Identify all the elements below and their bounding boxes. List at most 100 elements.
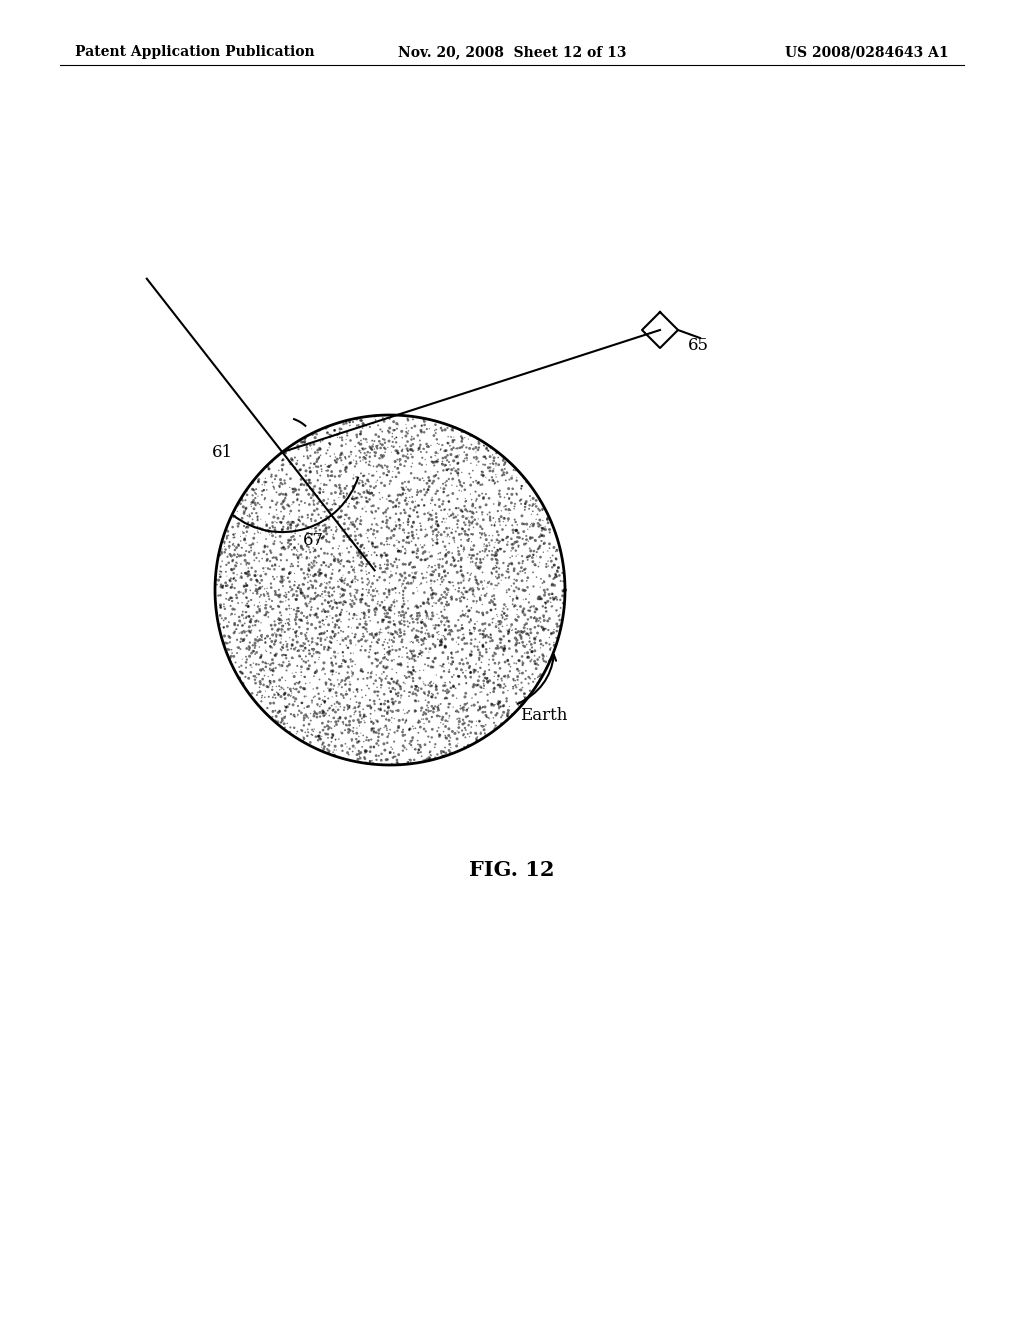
Point <box>501 622 517 643</box>
Point <box>341 696 357 717</box>
Point <box>505 676 521 697</box>
Point <box>317 704 334 725</box>
Point <box>462 622 478 643</box>
Point <box>276 470 293 491</box>
Point <box>409 620 425 642</box>
Point <box>386 649 402 671</box>
Point <box>333 465 349 486</box>
Point <box>254 686 270 708</box>
Point <box>516 513 532 535</box>
Point <box>387 682 403 704</box>
Point <box>224 574 241 595</box>
Point <box>301 548 317 569</box>
Point <box>458 508 474 529</box>
Point <box>237 612 253 634</box>
Point <box>392 626 409 647</box>
Point <box>440 582 457 603</box>
Point <box>488 442 505 463</box>
Point <box>309 462 326 483</box>
Point <box>464 545 480 566</box>
Point <box>525 540 542 561</box>
Point <box>369 544 385 565</box>
Point <box>512 561 528 582</box>
Point <box>510 661 526 682</box>
Point <box>366 524 382 545</box>
Point <box>454 475 470 496</box>
Point <box>327 420 343 441</box>
Point <box>516 558 532 579</box>
Point <box>415 467 431 488</box>
Point <box>328 615 344 636</box>
Point <box>288 723 304 744</box>
Point <box>301 494 317 515</box>
Point <box>309 499 326 520</box>
Point <box>355 475 372 496</box>
Point <box>441 623 458 644</box>
Point <box>393 631 410 652</box>
Point <box>465 438 481 459</box>
Point <box>346 515 362 536</box>
Point <box>427 422 443 444</box>
Point <box>403 516 420 537</box>
Point <box>314 430 331 451</box>
Point <box>411 722 427 743</box>
Point <box>275 516 292 537</box>
Point <box>398 739 415 760</box>
Point <box>435 676 452 697</box>
Point <box>287 537 303 558</box>
Point <box>438 508 455 529</box>
Point <box>443 459 460 480</box>
Point <box>357 741 374 762</box>
Point <box>227 523 244 544</box>
Point <box>388 640 404 661</box>
Point <box>276 498 293 519</box>
Point <box>499 609 515 630</box>
Point <box>310 585 327 606</box>
Point <box>410 730 426 751</box>
Point <box>358 741 375 762</box>
Point <box>382 742 398 763</box>
Point <box>502 619 518 640</box>
Point <box>497 638 513 659</box>
Point <box>349 681 366 702</box>
Point <box>450 438 466 459</box>
Point <box>257 511 273 532</box>
Point <box>281 619 297 640</box>
Point <box>334 520 350 541</box>
Point <box>484 540 501 561</box>
Point <box>523 607 540 628</box>
Point <box>344 513 360 535</box>
Point <box>435 491 452 512</box>
Point <box>369 455 385 477</box>
Point <box>237 528 253 549</box>
Point <box>385 420 401 441</box>
Point <box>535 635 551 656</box>
Point <box>446 532 463 553</box>
Point <box>524 544 541 565</box>
Point <box>308 552 325 573</box>
Point <box>375 503 391 524</box>
Point <box>279 583 295 605</box>
Point <box>427 688 443 709</box>
Point <box>468 502 484 523</box>
Point <box>312 473 329 494</box>
Point <box>310 482 327 503</box>
Point <box>410 495 426 516</box>
Point <box>395 529 412 550</box>
Point <box>364 721 380 742</box>
Point <box>496 462 512 483</box>
Point <box>298 705 314 726</box>
Point <box>433 524 450 545</box>
Point <box>500 665 516 686</box>
Point <box>353 708 370 729</box>
Point <box>218 589 234 610</box>
Point <box>331 577 347 598</box>
Point <box>360 471 377 492</box>
Point <box>328 605 344 626</box>
Point <box>347 579 364 601</box>
Point <box>314 581 331 602</box>
Point <box>334 585 350 606</box>
Point <box>297 624 313 645</box>
Point <box>265 660 282 681</box>
Point <box>283 515 299 536</box>
